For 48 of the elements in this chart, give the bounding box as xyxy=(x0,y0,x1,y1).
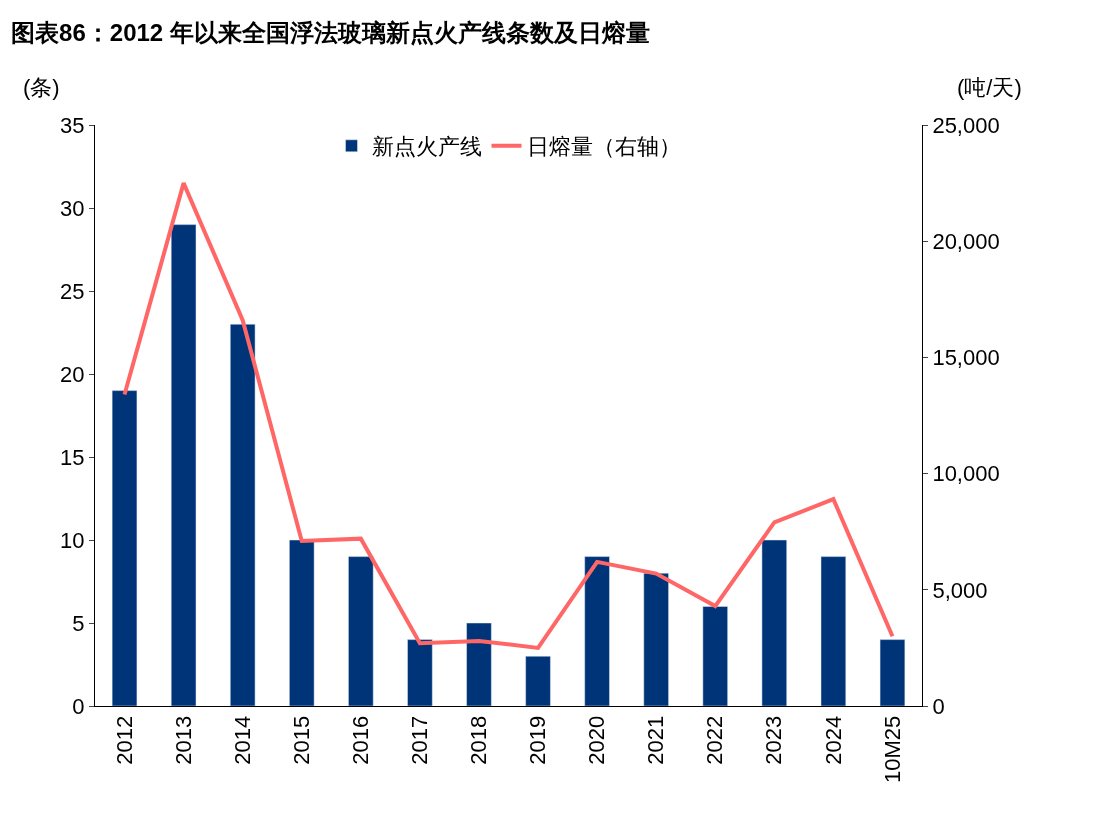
y-tick-label: 15 xyxy=(60,444,85,470)
x-tick-label: 2012 xyxy=(111,715,137,765)
chart-title: 图表86：2012 年以来全国浮法玻璃新点火产线条数及日熔量 xyxy=(11,19,650,47)
legend-label: 新点火产线 xyxy=(371,134,482,160)
y2-axis-title: (吨/天) xyxy=(957,75,1022,100)
bar xyxy=(879,639,906,706)
bar xyxy=(466,622,492,706)
y-axis-title: (条) xyxy=(23,75,60,100)
y2-tick-label: 5,000 xyxy=(932,577,988,603)
x-tick-label: 2021 xyxy=(643,715,669,765)
bar xyxy=(820,556,847,706)
x-tick-label: 10M25 xyxy=(879,715,905,784)
x-tick-label: 2018 xyxy=(466,715,492,765)
x-tick-label: 2024 xyxy=(820,715,846,765)
bar xyxy=(230,323,256,706)
y-tick-label: 30 xyxy=(60,195,85,221)
x-tick-label: 2013 xyxy=(170,715,196,765)
y-tick-label: 10 xyxy=(60,527,85,553)
bar xyxy=(643,572,669,706)
y-tick-label: 20 xyxy=(60,361,85,387)
y-tick-label: 0 xyxy=(72,693,85,719)
x-tick-label: 2015 xyxy=(288,715,314,765)
y2-tick-label: 20,000 xyxy=(932,228,1000,254)
x-tick-label: 2020 xyxy=(584,715,610,765)
bar xyxy=(111,390,138,706)
y2-tick-label: 25,000 xyxy=(932,112,1000,138)
x-tick-label: 2016 xyxy=(347,715,373,765)
line-series xyxy=(122,181,895,650)
y2-tick-label: 0 xyxy=(932,693,945,719)
x-tick-label: 2017 xyxy=(407,715,433,765)
x-tick-label: 2022 xyxy=(702,715,728,765)
y2-tick-label: 15,000 xyxy=(932,345,1000,371)
bar xyxy=(289,539,315,706)
bar xyxy=(348,556,374,706)
bar xyxy=(761,539,787,706)
y-tick-label: 25 xyxy=(60,278,85,304)
bar xyxy=(407,639,433,706)
bar xyxy=(525,655,551,706)
x-tick-label: 2014 xyxy=(229,715,255,765)
y-tick-label: 35 xyxy=(60,112,85,138)
bar xyxy=(702,606,728,706)
bar xyxy=(170,224,197,706)
x-tick-label: 2023 xyxy=(761,715,787,765)
x-tick-label: 2019 xyxy=(525,715,551,765)
y2-tick-label: 10,000 xyxy=(932,461,1000,487)
legend-label: 日熔量（右轴） xyxy=(526,134,681,160)
bar xyxy=(584,556,610,706)
y-tick-label: 5 xyxy=(72,610,85,636)
